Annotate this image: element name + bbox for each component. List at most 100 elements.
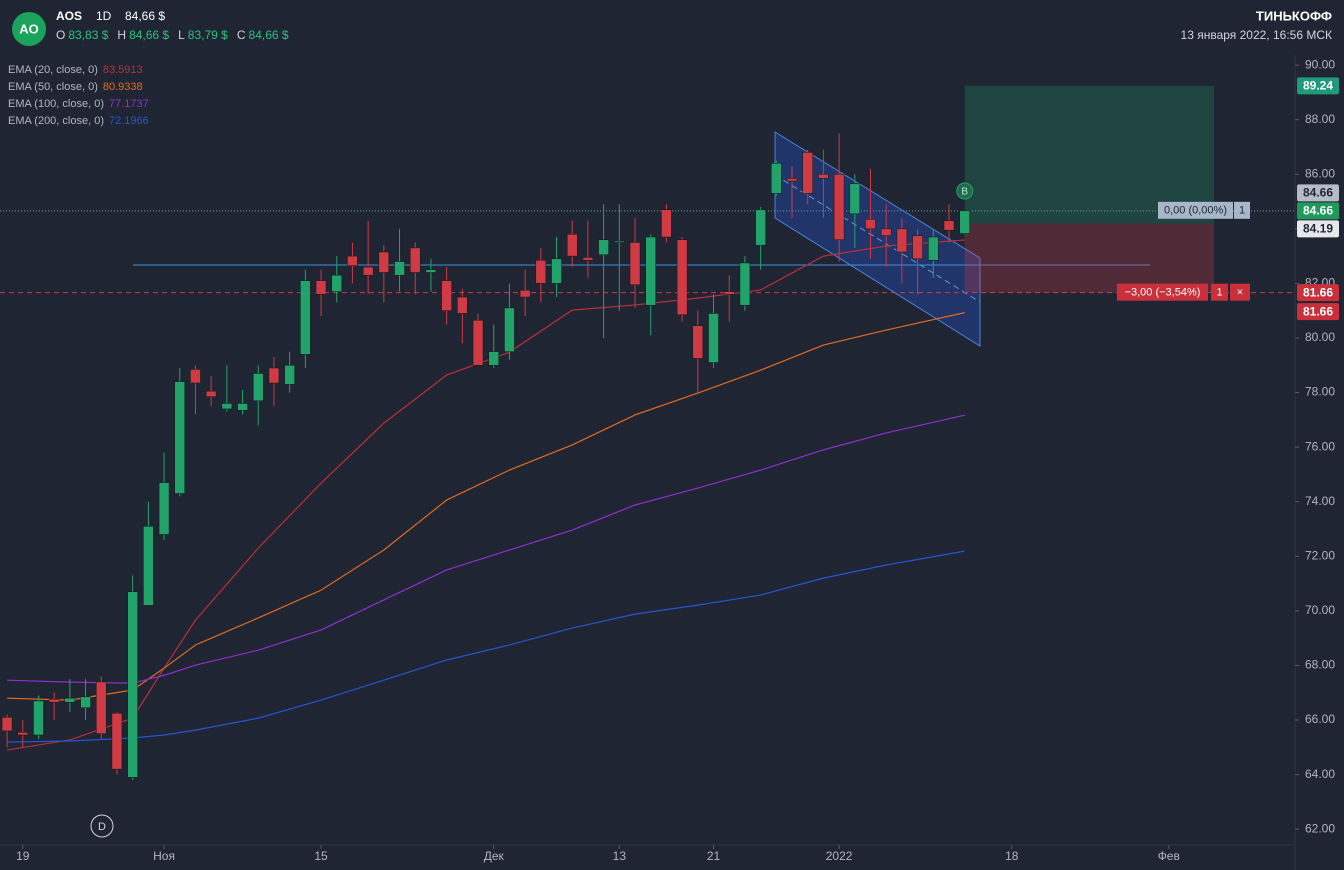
candle-body <box>315 280 327 295</box>
y-tick-label: 76.00 <box>1305 439 1335 453</box>
ohlc-value: 83,79 $ <box>188 28 228 42</box>
candle-body <box>64 697 76 703</box>
candle-body <box>661 209 672 238</box>
y-tick-label: 68.00 <box>1305 658 1335 672</box>
candle-body <box>472 319 484 366</box>
candle-body <box>190 369 201 384</box>
legend-value: 80.9338 <box>103 81 143 93</box>
candle-body <box>771 163 782 194</box>
candle-body <box>519 289 531 298</box>
candle-body <box>1 717 13 732</box>
y-tick-label: 62.00 <box>1305 821 1335 835</box>
y-tick-label: 72.00 <box>1305 548 1335 562</box>
datetime: 13 января 2022, 16:56 МСК <box>1181 28 1332 42</box>
candle-body <box>598 239 609 256</box>
y-tick-label: 80.00 <box>1305 330 1335 344</box>
y-tick-label: 74.00 <box>1305 494 1335 508</box>
candle-body <box>504 307 515 352</box>
x-tick-label: Ноя <box>153 849 175 863</box>
entry-badge-bg <box>1297 220 1339 238</box>
last-price-badge: 84.66 <box>1303 203 1333 217</box>
dividend-marker-text: D <box>98 821 106 833</box>
legend-label: EMA (200, close, 0) <box>8 115 104 127</box>
last-price-badge-bg <box>1297 202 1339 220</box>
x-tick-label: 19 <box>16 849 30 863</box>
candle-body <box>488 351 499 366</box>
buy-marker <box>956 182 974 200</box>
candle-body <box>723 291 735 295</box>
candle-body <box>708 313 719 363</box>
target-zone <box>964 85 1214 224</box>
ohlc-label: H <box>117 28 126 42</box>
candle-body <box>331 274 342 292</box>
candle-body <box>755 209 766 246</box>
candle-body <box>849 183 861 215</box>
candle-body <box>237 403 248 411</box>
legend-label: EMA (100, close, 0) <box>8 98 104 110</box>
legend-label: EMA (50, close, 0) <box>8 81 98 93</box>
candle-body <box>425 269 437 273</box>
candle-body <box>362 266 374 276</box>
ohlc-value: 84,66 $ <box>129 28 169 42</box>
ohlc-value: 83,83 $ <box>68 28 108 42</box>
legend-value: 77.1737 <box>109 98 149 110</box>
y-tick-label: 78.00 <box>1305 385 1335 399</box>
y-tick-label: 70.00 <box>1305 603 1335 617</box>
candle-body <box>739 262 751 306</box>
stop-badge-bg <box>1297 284 1339 302</box>
candle-body <box>614 240 625 243</box>
entry-badge: 84.19 <box>1303 221 1333 235</box>
ohlc-value: 84,66 $ <box>249 28 289 42</box>
ohlc-label: C <box>237 28 246 42</box>
ema-line <box>6 239 965 751</box>
x-tick-label: 13 <box>613 849 627 863</box>
channel-mid <box>774 174 981 303</box>
logo <box>12 12 46 46</box>
profit-qty-bg <box>1234 201 1250 219</box>
candle-body <box>394 261 405 276</box>
stop-badge-bg <box>1297 303 1339 321</box>
candle-body <box>111 712 123 770</box>
interval: 1D <box>96 9 112 23</box>
candle-body <box>943 220 955 231</box>
candle-body <box>205 390 217 397</box>
candle-body <box>252 373 264 401</box>
logo-text: AO <box>19 21 39 36</box>
profit-qty: 1 <box>1239 205 1245 217</box>
close-button-bg[interactable] <box>1230 283 1250 301</box>
candle-body <box>300 280 311 355</box>
candle-body <box>143 526 154 606</box>
candle-body <box>457 296 468 314</box>
candle-body <box>582 257 594 261</box>
candle-body <box>174 381 186 494</box>
target-badge: 89.24 <box>1303 79 1333 93</box>
stop-label: −3,00 (−3,54%) <box>1125 287 1201 299</box>
header: AO AOS 1D 84,66 $ ТИНЬКОФФ 13 января 202… <box>12 8 1332 46</box>
candle-body <box>676 239 688 316</box>
candle-body <box>347 255 358 266</box>
buy-marker-text: B <box>961 187 968 198</box>
stop-qty-bg <box>1211 283 1228 301</box>
legend-label: EMA (20, close, 0) <box>8 64 98 76</box>
ema-line <box>7 414 965 684</box>
candle-body <box>268 367 280 384</box>
candle-body <box>802 152 813 194</box>
y-tick-label: 90.00 <box>1305 57 1335 71</box>
ohlc-label: L <box>178 28 185 42</box>
stop-qty: 1 <box>1216 287 1222 299</box>
x-tick-label: Дек <box>484 849 505 863</box>
y-tick-label: 88.00 <box>1305 112 1335 126</box>
y-tick-label: 64.00 <box>1305 767 1335 781</box>
candle-body <box>959 210 970 234</box>
candle-body <box>284 365 295 385</box>
candle-body <box>645 236 656 306</box>
candle-body <box>692 325 704 359</box>
candle-body <box>80 696 91 708</box>
candle-body <box>378 251 390 273</box>
stop-label-bg <box>1117 283 1208 301</box>
candle-body <box>17 732 29 736</box>
profit-label: 0,00 (0,00%) <box>1164 205 1227 217</box>
target-badge-bg <box>1297 77 1339 95</box>
legend-value: 83.5913 <box>103 64 143 76</box>
close-button[interactable]: × <box>1237 287 1243 299</box>
